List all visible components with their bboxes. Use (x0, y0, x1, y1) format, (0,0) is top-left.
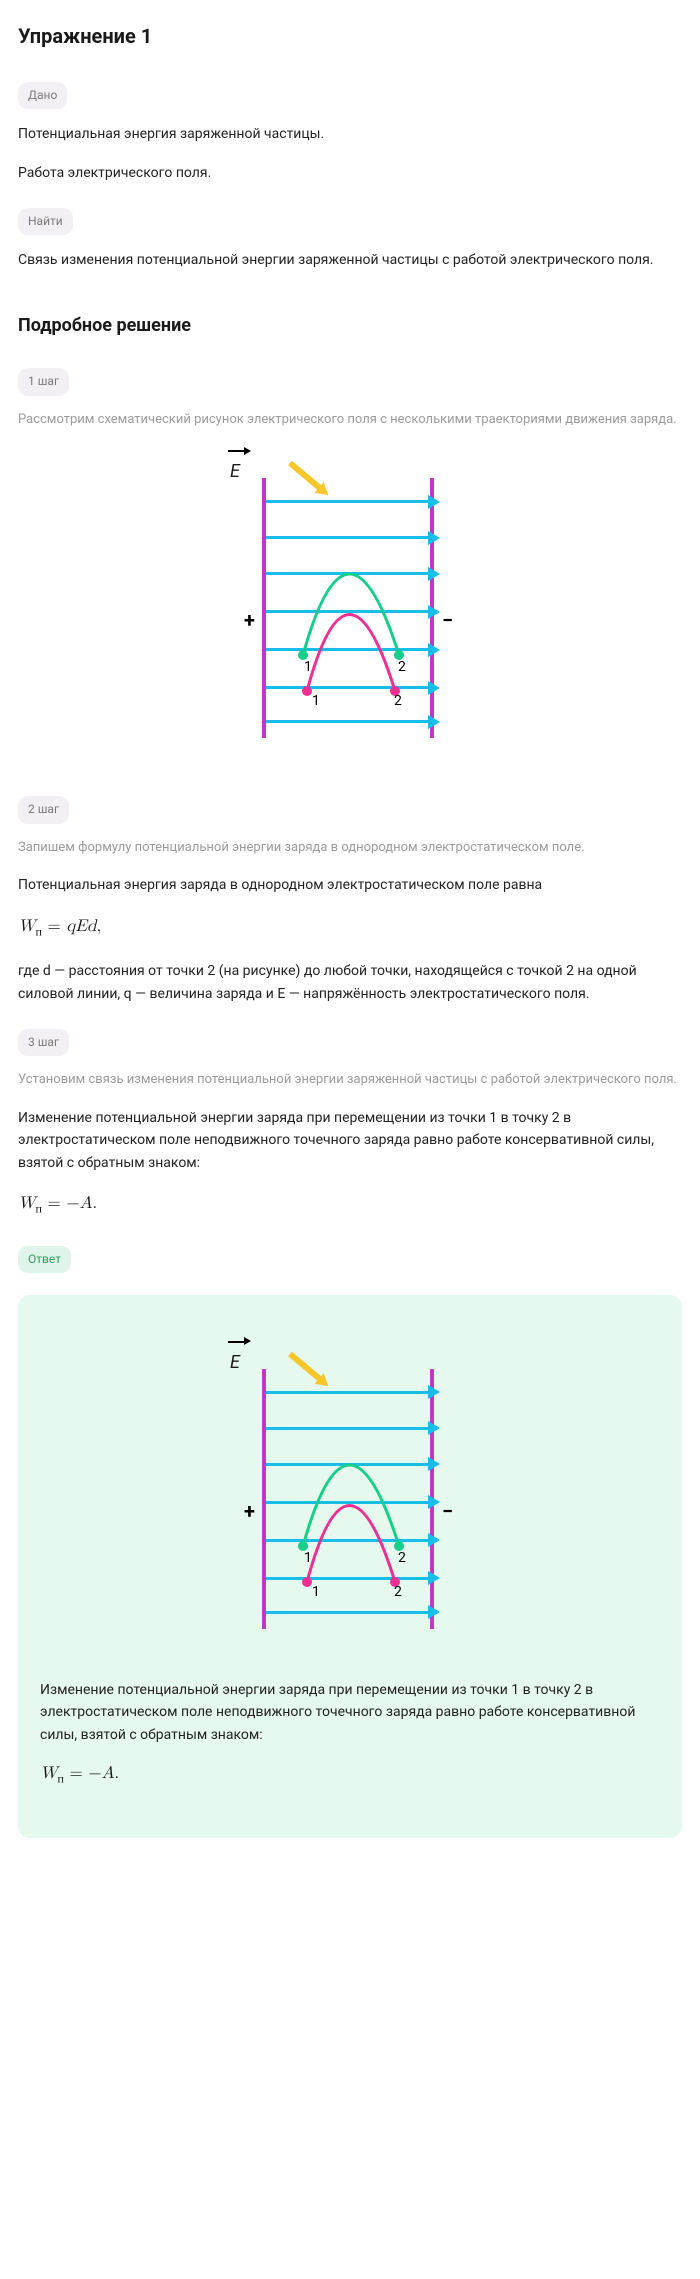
point-label: 1 (312, 690, 320, 712)
field-line (266, 1539, 430, 1542)
field-line (266, 1501, 430, 1504)
field-line (266, 536, 430, 539)
field-line (266, 720, 430, 723)
step2-p1: Потенциальная энергия заряда в однородно… (18, 874, 682, 896)
solution-heading: Подробное решение (18, 312, 682, 341)
plate-left (262, 478, 266, 738)
page-title: Упражнение 1 (18, 20, 682, 52)
answer-p1: Изменение потенциальной энергии заряда п… (40, 1679, 660, 1746)
answer-formula: Wп = −A. (40, 1760, 660, 1790)
field-line (266, 500, 430, 503)
field-line (266, 1463, 430, 1466)
sign-minus: − (442, 604, 453, 636)
field-line (266, 1611, 430, 1614)
point-label: 1 (304, 656, 312, 678)
answer-badge: Ответ (18, 1246, 71, 1273)
field-line (266, 1577, 430, 1580)
answer-box: E + − 1 2 1 2 Изменение потенциальной энерг… (18, 1295, 682, 1838)
step2-badge: 2 шаг (18, 796, 69, 823)
sign-plus: + (244, 604, 255, 636)
field-figure-answer: E + − 1 2 1 2 (220, 1349, 480, 1639)
field-line (266, 648, 430, 651)
step3-formula: Wп = −A. (18, 1190, 682, 1220)
step2-p2: где d — расстояния от точки 2 (на рисунк… (18, 960, 682, 1005)
yellow-arrow-icon (288, 461, 322, 491)
step1-badge: 1 шаг (18, 368, 69, 395)
given-p1: Потенциальная энергия заряженной частицы… (18, 123, 682, 145)
point-label: 2 (398, 1547, 406, 1569)
field-line (266, 572, 430, 575)
point-label: 1 (312, 1581, 320, 1603)
point-dot-magenta (302, 686, 312, 696)
figure-container-2: E + − 1 2 1 2 (40, 1349, 660, 1639)
field-line (266, 610, 430, 613)
plate-left-2 (262, 1369, 266, 1629)
e-vector-label-2: E (230, 1349, 240, 1378)
point-dot-magenta (302, 1577, 312, 1587)
yellow-arrow-icon-2 (288, 1352, 322, 1382)
point-label: 2 (394, 690, 402, 712)
find-badge: Найти (18, 208, 73, 235)
sign-plus-2: + (244, 1495, 255, 1527)
given-p2: Работа электрического поля. (18, 162, 682, 184)
step1-meta: Рассмотрим схематический рисунок электри… (18, 410, 682, 431)
field-figure: E + − 1 2 1 2 (220, 458, 480, 748)
step3-p1: Изменение потенциальной энергии заряда п… (18, 1107, 682, 1174)
find-p1: Связь изменения потенциальной энергии за… (18, 249, 682, 271)
field-line (266, 1427, 430, 1430)
step2-formula: Wп = qEd, (18, 913, 682, 943)
figure-container-1: E + − 1 2 1 2 (18, 458, 682, 748)
field-line (266, 1391, 430, 1394)
point-label: 2 (398, 656, 406, 678)
sign-minus-2: − (442, 1495, 453, 1527)
step3-meta: Установим связь изменения потенциальной … (18, 1070, 682, 1091)
given-badge: Дано (18, 82, 67, 109)
point-label: 2 (394, 1581, 402, 1603)
e-vector-label: E (230, 458, 240, 487)
field-line (266, 686, 430, 689)
step3-badge: 3 шаг (18, 1029, 69, 1056)
step2-meta: Запишем формулу потенциальной энергии за… (18, 838, 682, 859)
point-label: 1 (304, 1547, 312, 1569)
